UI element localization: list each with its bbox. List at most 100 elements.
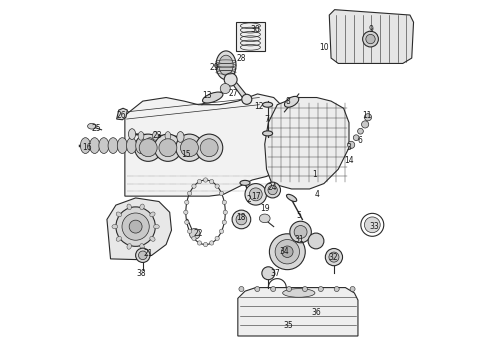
Text: 24: 24 xyxy=(267,183,277,192)
Text: 37: 37 xyxy=(270,269,280,278)
Circle shape xyxy=(268,185,277,195)
Text: 10: 10 xyxy=(319,43,329,52)
Text: 8: 8 xyxy=(286,96,291,105)
Ellipse shape xyxy=(220,84,230,94)
Circle shape xyxy=(188,229,192,233)
Circle shape xyxy=(365,114,371,121)
Polygon shape xyxy=(265,98,349,189)
Text: 32: 32 xyxy=(328,253,338,262)
Ellipse shape xyxy=(116,237,122,241)
Ellipse shape xyxy=(263,102,272,107)
Circle shape xyxy=(116,207,155,246)
Circle shape xyxy=(220,191,223,195)
Circle shape xyxy=(154,134,181,161)
Text: 31: 31 xyxy=(294,235,304,244)
Circle shape xyxy=(358,129,364,134)
Ellipse shape xyxy=(219,55,233,75)
Ellipse shape xyxy=(285,96,299,107)
Ellipse shape xyxy=(99,138,109,153)
Text: 36: 36 xyxy=(312,308,321,317)
Circle shape xyxy=(210,241,214,245)
Ellipse shape xyxy=(108,138,118,153)
Ellipse shape xyxy=(287,194,297,202)
Ellipse shape xyxy=(80,138,91,153)
Ellipse shape xyxy=(263,131,272,136)
Circle shape xyxy=(249,188,262,201)
Bar xyxy=(236,22,265,51)
Text: 9: 9 xyxy=(368,25,373,34)
Text: 28: 28 xyxy=(237,54,246,63)
Circle shape xyxy=(197,179,201,184)
Circle shape xyxy=(176,134,203,161)
Circle shape xyxy=(232,210,251,229)
Text: 21: 21 xyxy=(144,249,153,258)
Text: 4: 4 xyxy=(314,190,319,199)
Ellipse shape xyxy=(202,92,223,103)
Ellipse shape xyxy=(140,244,144,249)
Ellipse shape xyxy=(128,129,136,139)
Circle shape xyxy=(180,139,198,157)
Circle shape xyxy=(129,220,142,233)
Circle shape xyxy=(290,221,311,243)
Circle shape xyxy=(239,287,244,292)
Circle shape xyxy=(347,141,355,148)
Circle shape xyxy=(361,213,384,236)
Text: 18: 18 xyxy=(237,213,246,222)
Circle shape xyxy=(242,94,252,104)
Circle shape xyxy=(184,210,188,215)
Circle shape xyxy=(366,35,375,44)
Circle shape xyxy=(318,287,323,292)
Circle shape xyxy=(262,267,275,280)
Circle shape xyxy=(353,135,359,140)
Text: 35: 35 xyxy=(283,321,293,330)
Text: 23: 23 xyxy=(152,131,162,140)
Polygon shape xyxy=(329,10,414,63)
Circle shape xyxy=(203,242,208,247)
Circle shape xyxy=(308,233,324,249)
Circle shape xyxy=(245,184,267,205)
Text: 38: 38 xyxy=(136,269,146,278)
Ellipse shape xyxy=(153,225,159,229)
Circle shape xyxy=(197,241,201,245)
Text: 17: 17 xyxy=(251,192,261,201)
Circle shape xyxy=(185,220,189,224)
Circle shape xyxy=(294,226,307,238)
Text: 11: 11 xyxy=(362,111,372,120)
Ellipse shape xyxy=(165,132,171,140)
Ellipse shape xyxy=(117,138,127,153)
Polygon shape xyxy=(117,108,127,120)
Circle shape xyxy=(329,252,339,262)
Text: 16: 16 xyxy=(82,143,92,152)
Text: 33: 33 xyxy=(369,222,379,231)
Circle shape xyxy=(287,287,292,292)
Circle shape xyxy=(215,184,220,188)
Ellipse shape xyxy=(138,132,144,140)
Circle shape xyxy=(224,73,237,86)
Circle shape xyxy=(215,236,220,240)
Circle shape xyxy=(265,182,280,198)
Circle shape xyxy=(190,228,200,239)
Circle shape xyxy=(365,217,380,233)
Ellipse shape xyxy=(112,225,118,229)
Circle shape xyxy=(302,287,307,292)
Circle shape xyxy=(334,287,339,292)
Text: 1: 1 xyxy=(313,170,318,179)
Circle shape xyxy=(222,200,226,204)
Text: 25: 25 xyxy=(91,123,101,132)
Ellipse shape xyxy=(90,138,99,153)
Circle shape xyxy=(188,191,192,195)
Ellipse shape xyxy=(136,138,146,153)
Polygon shape xyxy=(107,198,172,260)
Text: 2: 2 xyxy=(246,195,251,204)
Ellipse shape xyxy=(283,289,315,297)
Ellipse shape xyxy=(152,132,158,140)
Text: 3: 3 xyxy=(346,143,351,152)
Circle shape xyxy=(282,246,293,257)
Circle shape xyxy=(275,239,299,264)
Ellipse shape xyxy=(216,51,236,80)
Text: 19: 19 xyxy=(260,204,270,213)
Text: 6: 6 xyxy=(357,136,362,145)
Ellipse shape xyxy=(150,212,155,217)
Ellipse shape xyxy=(88,123,96,129)
Circle shape xyxy=(270,287,276,292)
